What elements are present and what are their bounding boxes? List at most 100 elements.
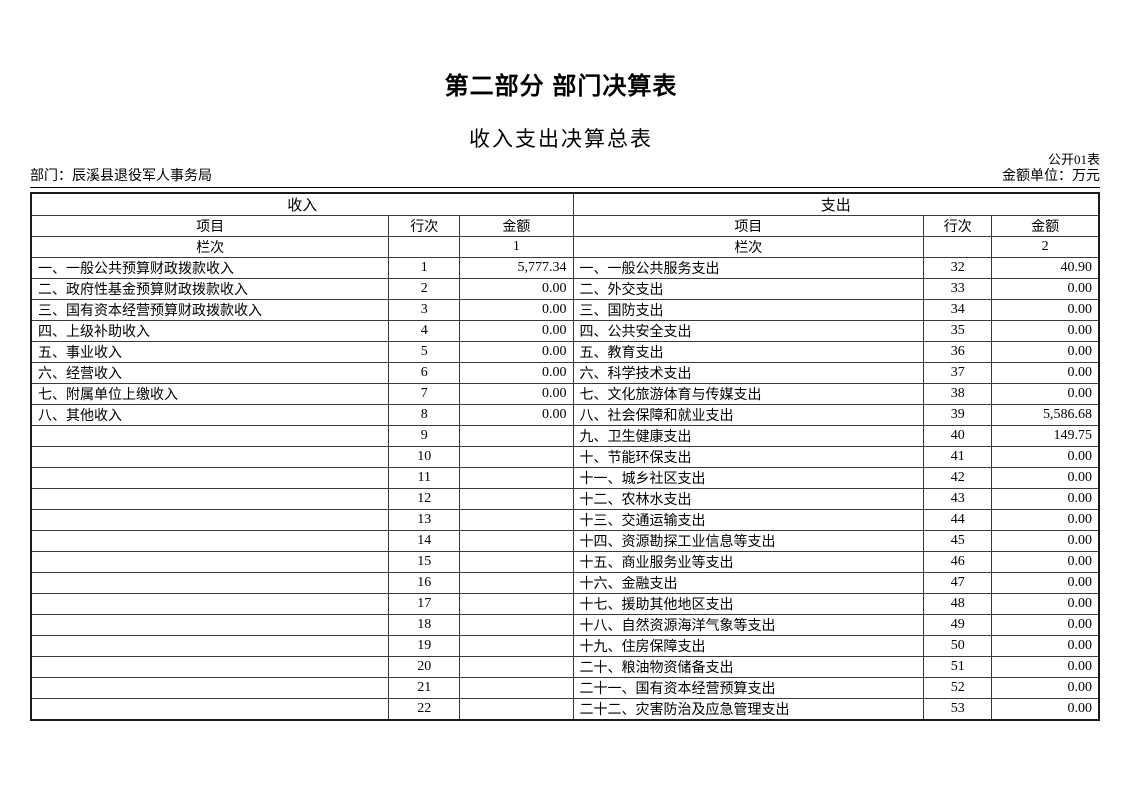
table-row: 10 十、节能环保支出 41 0.00 <box>30 446 1100 468</box>
income-item-cell <box>30 488 390 510</box>
income-item-cell: 六、经营收入 <box>30 362 390 384</box>
income-amount-cell <box>459 593 574 615</box>
income-line-cell: 17 <box>388 593 461 615</box>
expense-amount-cell: 0.00 <box>991 677 1100 699</box>
expense-item-cell: 八、社会保障和就业支出 <box>572 404 925 426</box>
expense-item-cell: 十六、金融支出 <box>572 572 925 594</box>
income-amount-cell <box>459 614 574 636</box>
expense-line-header: 行次 <box>923 215 993 237</box>
income-item-cell <box>30 425 390 447</box>
income-line-cell: 2 <box>388 278 461 300</box>
expense-item-cell: 十八、自然资源海洋气象等支出 <box>572 614 925 636</box>
expense-item-cell: 十三、交通运输支出 <box>572 509 925 531</box>
expense-line-cell: 38 <box>923 383 993 405</box>
table-row: 二、政府性基金预算财政拨款收入 2 0.00 二、外交支出 33 0.00 <box>30 278 1100 300</box>
income-line-cell: 10 <box>388 446 461 468</box>
expense-amount-cell: 0.00 <box>991 362 1100 384</box>
income-item-cell <box>30 698 390 721</box>
expense-amount-cell: 0.00 <box>991 467 1100 489</box>
table-row: 五、事业收入 5 0.00 五、教育支出 36 0.00 <box>30 341 1100 363</box>
income-item-cell: 三、国有资本经营预算财政拨款收入 <box>30 299 390 321</box>
income-amount-cell: 5,777.34 <box>459 257 574 279</box>
expense-line-cell: 32 <box>923 257 993 279</box>
expense-item-cell: 十五、商业服务业等支出 <box>572 551 925 573</box>
income-item-cell <box>30 635 390 657</box>
expense-line-cell: 42 <box>923 467 993 489</box>
expense-line-cell: 34 <box>923 299 993 321</box>
table-row: 四、上级补助收入 4 0.00 四、公共安全支出 35 0.00 <box>30 320 1100 342</box>
expense-amount-cell: 0.00 <box>991 320 1100 342</box>
expense-line-blank <box>923 236 993 258</box>
expense-item-cell: 四、公共安全支出 <box>572 320 925 342</box>
income-line-cell: 18 <box>388 614 461 636</box>
expense-column-no: 2 <box>991 236 1100 258</box>
income-line-header: 行次 <box>388 215 461 237</box>
table-row: 三、国有资本经营预算财政拨款收入 3 0.00 三、国防支出 34 0.00 <box>30 299 1100 321</box>
expense-item-cell: 二十、粮油物资储备支出 <box>572 656 925 678</box>
income-item-cell: 五、事业收入 <box>30 341 390 363</box>
income-amount-cell <box>459 656 574 678</box>
table-title: 收入支出决算总表 <box>469 127 653 151</box>
table-row: 16 十六、金融支出 47 0.00 <box>30 572 1100 594</box>
expense-item-cell: 六、科学技术支出 <box>572 362 925 384</box>
expense-item-cell: 二十一、国有资本经营预算支出 <box>572 677 925 699</box>
table-row: 19 十九、住房保障支出 50 0.00 <box>30 635 1100 657</box>
income-line-cell: 16 <box>388 572 461 594</box>
income-line-cell: 20 <box>388 656 461 678</box>
expense-line-cell: 33 <box>923 278 993 300</box>
expense-amount-cell: 0.00 <box>991 551 1100 573</box>
income-item-cell <box>30 467 390 489</box>
table-row: 11 十一、城乡社区支出 42 0.00 <box>30 467 1100 489</box>
expense-column-label: 栏次 <box>572 236 925 258</box>
income-line-cell: 13 <box>388 509 461 531</box>
meta-row: 部门：辰溪县退役军人事务局 金额单位：万元 <box>30 168 1100 188</box>
expense-item-header: 项目 <box>572 215 925 237</box>
income-amount-cell: 0.00 <box>459 383 574 405</box>
department-label: 部门：辰溪县退役军人事务局 <box>30 169 212 184</box>
income-item-cell <box>30 509 390 531</box>
income-item-cell: 四、上级补助收入 <box>30 320 390 342</box>
income-amount-cell <box>459 530 574 552</box>
expense-line-cell: 41 <box>923 446 993 468</box>
expense-amount-cell: 0.00 <box>991 614 1100 636</box>
expense-item-cell: 五、教育支出 <box>572 341 925 363</box>
income-line-cell: 21 <box>388 677 461 699</box>
expense-amount-cell: 5,586.68 <box>991 404 1100 426</box>
expense-item-cell: 十二、农林水支出 <box>572 488 925 510</box>
expense-amount-cell: 0.00 <box>991 698 1100 721</box>
expense-line-cell: 50 <box>923 635 993 657</box>
column-index-row: 栏次 1 栏次 2 <box>30 236 1100 258</box>
expense-line-cell: 39 <box>923 404 993 426</box>
income-item-cell <box>30 677 390 699</box>
expense-section-header: 支出 <box>572 192 1100 216</box>
expense-line-cell: 35 <box>923 320 993 342</box>
expense-amount-cell: 40.90 <box>991 257 1100 279</box>
expense-item-cell: 十九、住房保障支出 <box>572 635 925 657</box>
income-column-label: 栏次 <box>30 236 390 258</box>
table-row: 六、经营收入 6 0.00 六、科学技术支出 37 0.00 <box>30 362 1100 384</box>
expense-line-cell: 44 <box>923 509 993 531</box>
expense-amount-header: 金额 <box>991 215 1100 237</box>
income-line-blank <box>388 236 461 258</box>
income-item-cell <box>30 656 390 678</box>
income-amount-cell <box>459 467 574 489</box>
expense-amount-cell: 0.00 <box>991 341 1100 363</box>
expense-amount-cell: 0.00 <box>991 278 1100 300</box>
income-amount-cell <box>459 488 574 510</box>
expense-item-cell: 十一、城乡社区支出 <box>572 467 925 489</box>
expense-item-cell: 二十二、灾害防治及应急管理支出 <box>572 698 925 721</box>
income-line-cell: 12 <box>388 488 461 510</box>
expense-item-cell: 九、卫生健康支出 <box>572 425 925 447</box>
income-amount-cell <box>459 509 574 531</box>
income-line-cell: 19 <box>388 635 461 657</box>
income-item-cell <box>30 551 390 573</box>
expense-amount-cell: 0.00 <box>991 572 1100 594</box>
expense-amount-cell: 0.00 <box>991 509 1100 531</box>
income-amount-cell: 0.00 <box>459 341 574 363</box>
income-amount-cell <box>459 572 574 594</box>
expense-item-cell: 一、一般公共服务支出 <box>572 257 925 279</box>
expense-line-cell: 46 <box>923 551 993 573</box>
income-amount-cell: 0.00 <box>459 404 574 426</box>
expense-line-cell: 48 <box>923 593 993 615</box>
expense-amount-cell: 149.75 <box>991 425 1100 447</box>
